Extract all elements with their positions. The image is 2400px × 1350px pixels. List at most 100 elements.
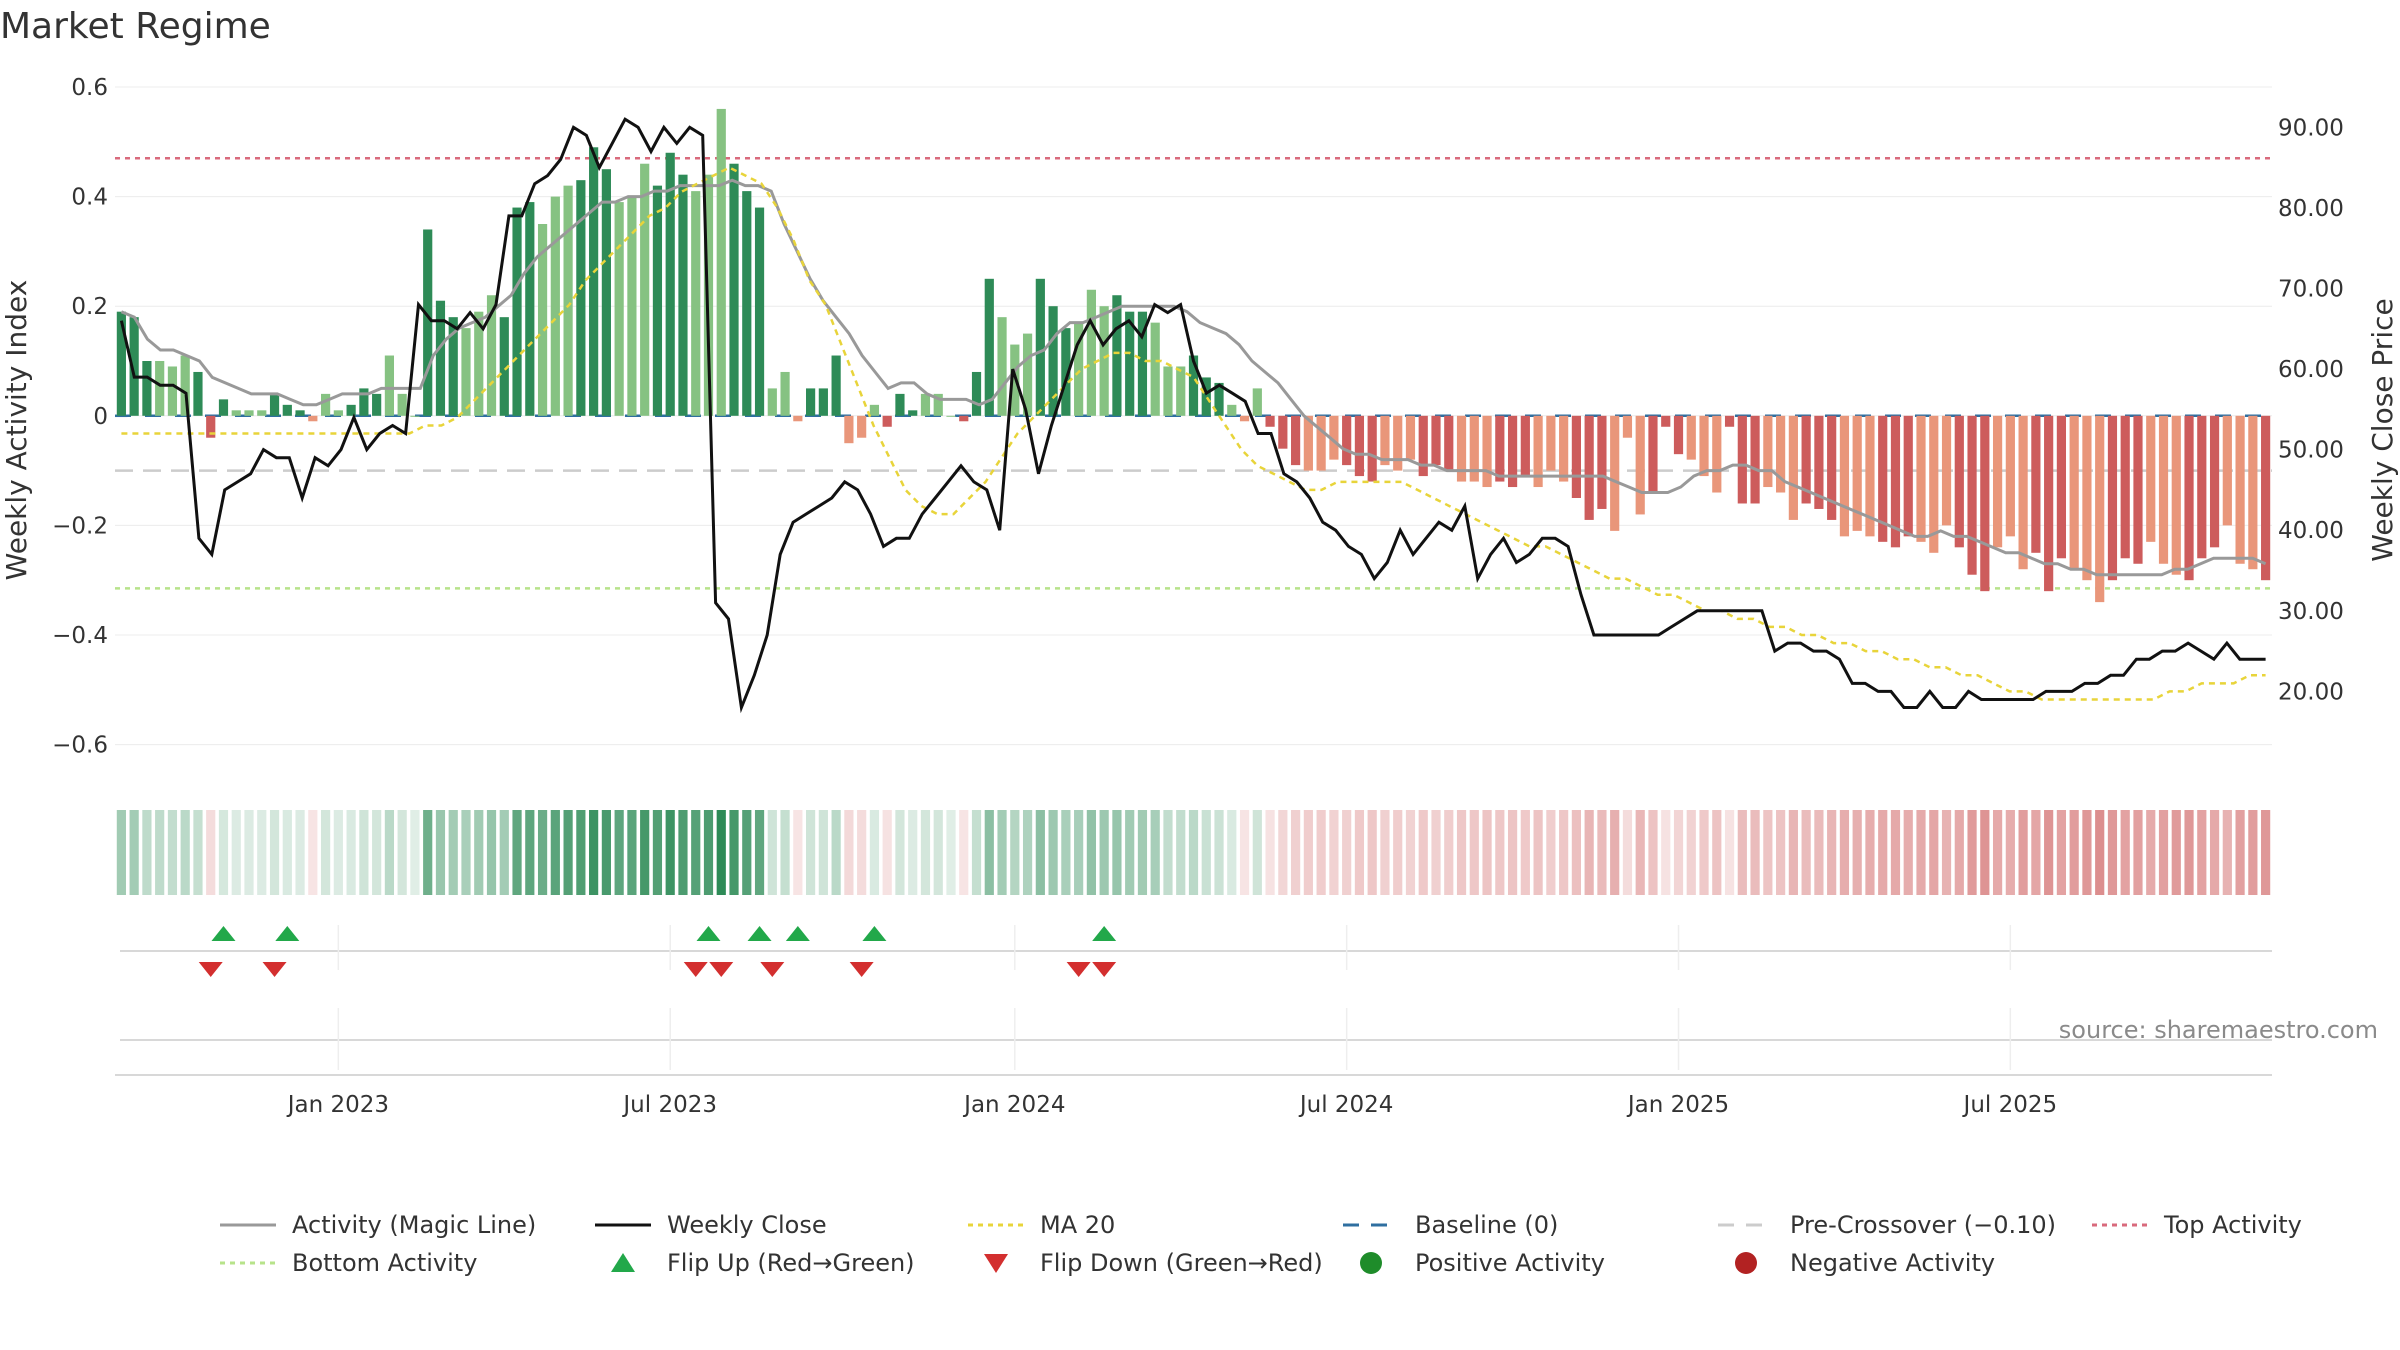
legend-item-bottom: Bottom Activity	[220, 1249, 477, 1277]
activity-bar	[1571, 415, 1581, 498]
magic-line	[120, 178, 2267, 577]
right-tick-label: 70.00	[2278, 276, 2344, 302]
regime-cell	[1342, 810, 1352, 895]
activity-bar	[908, 410, 918, 416]
activity-bar	[793, 415, 803, 422]
activity-bar	[971, 371, 982, 416]
activity-bar	[525, 202, 535, 416]
regime-cell	[1201, 810, 1211, 895]
regime-cell	[1661, 810, 1671, 895]
regime-cell	[2248, 810, 2258, 895]
regime-cell	[2261, 810, 2271, 895]
flip-markers	[120, 926, 2272, 977]
regime-cell	[997, 810, 1007, 895]
activity-bar	[1839, 415, 1850, 537]
flip-up-marker	[747, 926, 772, 941]
activity-bar	[346, 404, 356, 416]
regime-cell	[1278, 810, 1288, 895]
regime-cell	[397, 810, 407, 895]
activity-bar	[1980, 415, 1990, 592]
regime-cell	[1354, 810, 1365, 895]
activity-bar	[869, 404, 880, 416]
activity-bar	[231, 410, 241, 416]
activity-bar	[320, 393, 331, 416]
regime-cell	[1648, 810, 1658, 895]
legend-label: Weekly Close	[667, 1211, 827, 1239]
regime-cell	[1125, 810, 1135, 895]
regime-cell	[257, 810, 267, 895]
regime-cell	[2031, 810, 2041, 895]
legend-label: Baseline (0)	[1415, 1211, 1558, 1239]
legend-label: Flip Down (Green→Red)	[1040, 1249, 1323, 1277]
regime-cell	[1405, 810, 1416, 895]
regime-cell	[550, 810, 560, 895]
regime-cell	[1776, 810, 1786, 895]
regime-cell	[1801, 810, 1811, 895]
activity-bar	[1929, 415, 1939, 553]
activity-bar	[1546, 415, 1556, 471]
activity-bar	[1661, 415, 1671, 427]
activity-bar	[1086, 289, 1096, 416]
activity-bar	[2248, 415, 2258, 570]
regime-cell	[320, 810, 331, 895]
regime-cell	[1137, 810, 1148, 895]
right-tick-label: 90.00	[2278, 115, 2344, 141]
legend-swatch	[984, 1254, 1008, 1273]
regime-cell	[2107, 810, 2118, 895]
x-axis: Jan 2023 Jul 2023 Jan 2024 Jul 2024 Jan 2025…	[115, 925, 2272, 1118]
left-tick-label: −0.6	[52, 733, 108, 759]
regime-cell	[793, 810, 803, 895]
activity-bar	[1125, 311, 1135, 416]
regime-cell	[346, 810, 356, 895]
regime-cell	[716, 810, 726, 895]
regime-cell	[1252, 810, 1262, 895]
regime-cell	[2171, 810, 2181, 895]
regime-cell	[563, 810, 573, 895]
activity-bar	[155, 361, 165, 416]
regime-cell	[2184, 810, 2194, 895]
x-tick-label: Jan 2023	[286, 1092, 389, 1118]
activity-bar	[563, 185, 573, 416]
regime-cell	[1239, 810, 1250, 895]
regime-cell	[1916, 810, 1926, 895]
flip-up-marker	[275, 926, 300, 941]
activity-bar	[1750, 415, 1760, 504]
regime-cell	[1431, 810, 1441, 895]
regime-cell	[1291, 810, 1301, 895]
regime-cell	[1712, 810, 1722, 895]
flip-down-marker	[198, 962, 223, 977]
activity-bar	[1520, 415, 1530, 477]
regime-cell	[1571, 810, 1581, 895]
activity-bar	[1469, 415, 1479, 482]
regime-cell	[167, 810, 178, 895]
regime-cell	[282, 810, 292, 895]
regime-cell	[831, 810, 841, 895]
regime-cell	[1112, 810, 1122, 895]
regime-cell	[1967, 810, 1977, 895]
legend-label: Positive Activity	[1415, 1249, 1605, 1277]
regime-cell	[206, 810, 216, 895]
regime-cell	[1635, 810, 1645, 895]
regime-cell	[461, 810, 471, 895]
regime-cell	[448, 810, 458, 895]
activity-bar	[461, 328, 471, 416]
activity-bar	[1291, 415, 1301, 466]
x-tick-label: Jul 2023	[621, 1092, 717, 1118]
regime-cell	[2095, 810, 2105, 895]
legend-item-top: Top Activity	[2092, 1211, 2302, 1239]
regime-cell	[665, 810, 675, 895]
activity-bar	[1763, 415, 1773, 488]
regime-cell	[1380, 810, 1390, 895]
source-note: source: sharemaestro.com	[2059, 1016, 2378, 1044]
activity-bar	[1814, 415, 1824, 509]
regime-cell	[806, 810, 816, 895]
activity-bar	[2069, 415, 2079, 570]
activity-bar	[218, 399, 229, 416]
regime-cell	[920, 810, 931, 895]
activity-bar	[550, 196, 560, 416]
regime-cell	[218, 810, 229, 895]
activity-bar	[818, 388, 828, 416]
regime-cell	[1559, 810, 1569, 895]
regime-cell	[193, 810, 203, 895]
